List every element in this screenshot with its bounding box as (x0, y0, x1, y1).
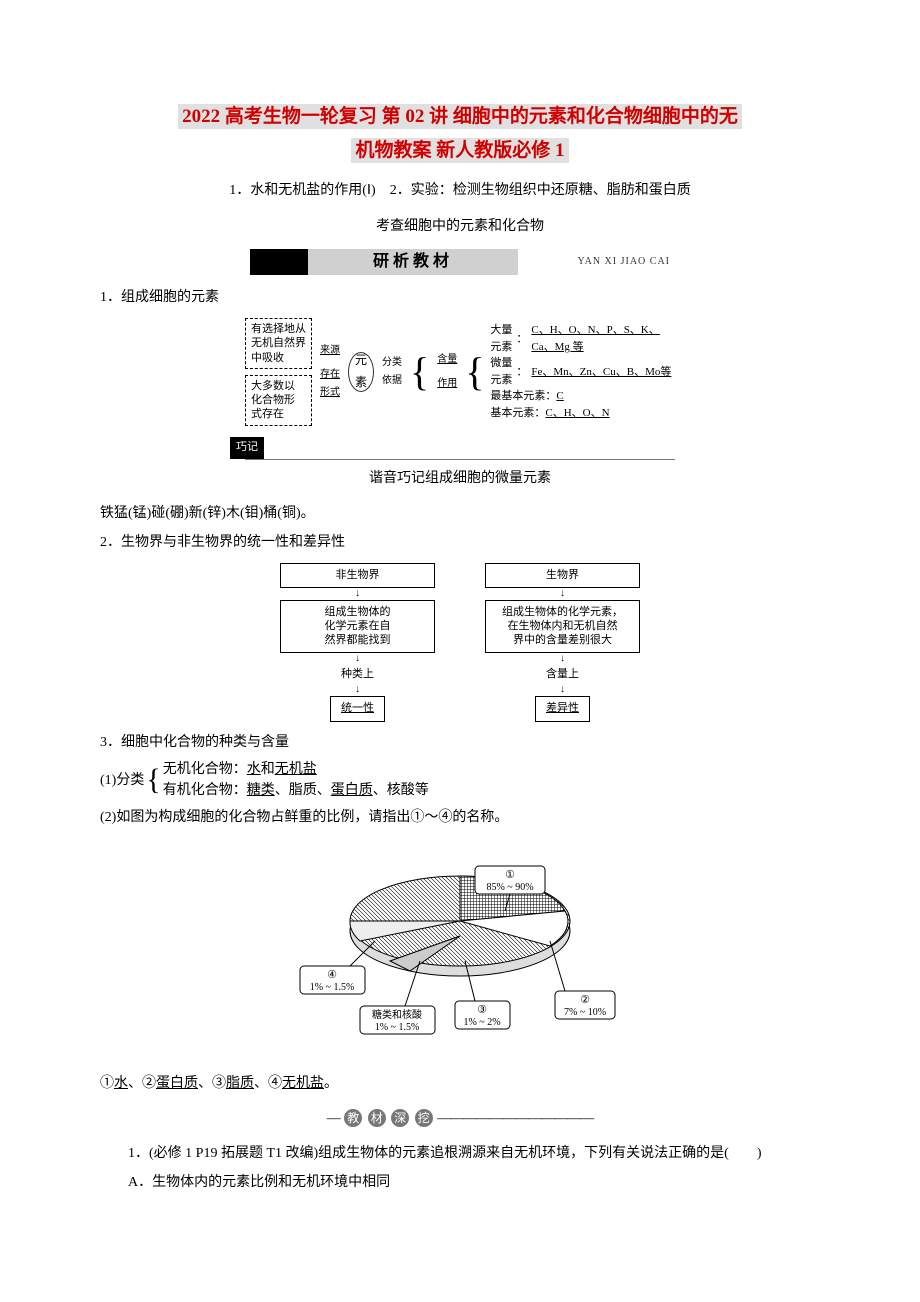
d2-mid-r: 组成生物体的化学元素， 在生物体内和无机自然 界中的含量差别很大 (485, 600, 640, 653)
band-pinyin: YAN XI JIAO CAI (578, 249, 671, 275)
band-label: 研析教材 (308, 249, 518, 275)
d1-box1: 有选择地从 无机自然界 中吸收 (245, 318, 312, 369)
d2-lab-l: 种类上 (280, 665, 435, 685)
d2-top-l: 非生物界 (280, 563, 435, 587)
pie-chart: ① 85% ~ 90% ② 7% ~ 10% ③ 1% ~ 2% ④ 1% ~ … (290, 841, 630, 1061)
d1-lab4: 含量 (435, 351, 459, 369)
d2-mid-l: 组成生物体的 化学元素在自 然界都能找到 (280, 600, 435, 653)
d1-lab2: 存在 形式 (318, 366, 342, 402)
title-line1: 2022 高考生物一轮复习 第 02 讲 细胞中的元素和化合物细胞中的无 (178, 104, 742, 129)
svg-text:7% ~ 10%: 7% ~ 10% (564, 1007, 606, 1018)
svg-text:1% ~ 1.5%: 1% ~ 1.5% (310, 982, 355, 993)
svg-text:④: ④ (327, 969, 337, 981)
d1-right: 大量 元素 ： C、H、O、N、P、S、K、 Ca、Mg 等 微量 元素 ： F… (490, 322, 671, 421)
svg-text:1% ~ 1.5%: 1% ~ 1.5% (375, 1022, 420, 1033)
heading-2: 2．生物界与非生物界的统一性和差异性 (100, 530, 820, 555)
svg-text:③: ③ (477, 1004, 487, 1016)
d2-bot-r: 差异性 (535, 696, 590, 722)
svg-text:糖类和核酸: 糖类和核酸 (372, 1008, 422, 1021)
d1-lab5: 作用 (435, 375, 459, 393)
qiaoji-text: 谐音巧记组成细胞的微量元素 (100, 466, 820, 491)
d1-lab1: 来源 (318, 342, 342, 360)
title-line2: 机物教案 新人教版必修 1 (351, 138, 568, 163)
section-band: 研析教材 YAN XI JIAO CAI (250, 249, 670, 275)
intro2: 考查细胞中的元素和化合物 (100, 214, 820, 239)
d1-center: 元 素 (348, 352, 374, 392)
classification-formula: (1)分类 { 无机化合物：水和无机盐 有机化合物：糖类、脂质、蛋白质、核酸等 (100, 759, 820, 801)
svg-text:①: ① (505, 869, 515, 881)
q1: 1．(必修 1 P19 拓展题 T1 改编)组成生物体的元素追根溯源来自无机环境… (100, 1141, 820, 1166)
svg-text:1% ~ 2%: 1% ~ 2% (463, 1017, 500, 1028)
svg-text:②: ② (580, 994, 590, 1006)
q1a: A．生物体内的元素比例和无机环境中相同 (100, 1170, 820, 1195)
heading-3: 3．细胞中化合物的种类与含量 (100, 730, 820, 755)
intro: 1．水和无机盐的作用(Ⅰ) 2．实验：检测生物组织中还原糖、脂肪和蛋白质 (100, 178, 820, 203)
title-block: 2022 高考生物一轮复习 第 02 讲 细胞中的元素和化合物细胞中的无 机物教… (100, 100, 820, 168)
p4: (2)如图为构成细胞的化合物占鲜重的比例，请指出①～④的名称。 (100, 805, 820, 830)
badge-row: — 教 材 深 挖 ———————————— (100, 1106, 820, 1131)
d1-lab3: 分类 依据 (380, 354, 404, 390)
d2-bot-l: 统一性 (330, 696, 385, 722)
pie-answer: ①水、②蛋白质、③脂质、④无机盐。 (100, 1071, 820, 1096)
d2-top-r: 生物界 (485, 563, 640, 587)
qiaoji-tag: 巧记 (100, 434, 820, 459)
qiaoji-line: 铁猛(锰)碰(硼)新(锌)木(钼)桶(铜)。 (100, 501, 820, 526)
heading-1: 1．组成细胞的元素 (100, 285, 820, 310)
d1-box2: 大多数以 化合物形 式存在 (245, 375, 312, 426)
svg-text:85% ~ 90%: 85% ~ 90% (486, 882, 533, 893)
d2-lab-r: 含量上 (485, 665, 640, 685)
elements-diagram: 有选择地从 无机自然界 中吸收 大多数以 化合物形 式存在 来源 存在 形式 元… (245, 318, 675, 426)
unity-diff-diagram: 非生物界 生物界 ↓↓ 组成生物体的 化学元素在自 然界都能找到 组成生物体的化… (280, 563, 640, 722)
